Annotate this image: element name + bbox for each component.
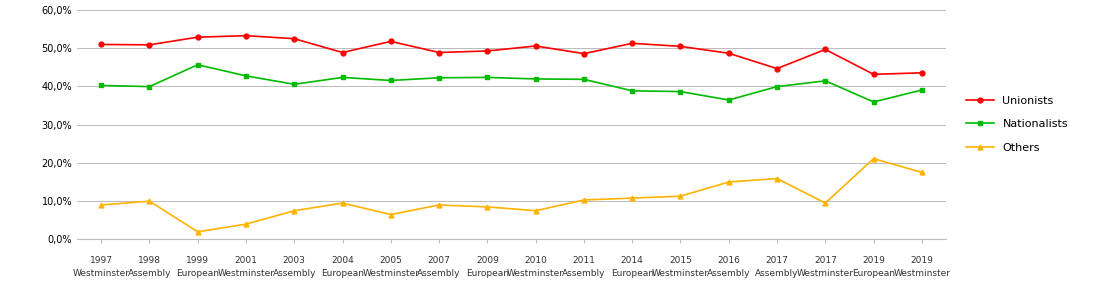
Nationalists: [191, 63, 205, 67]
Nationalists: [240, 74, 253, 78]
Text: Assembly: Assembly: [273, 270, 316, 278]
Line: Nationalists: Nationalists: [99, 62, 924, 104]
Text: Westminster: Westminster: [507, 270, 564, 278]
Text: 2003: 2003: [283, 256, 306, 265]
Unionists: [336, 51, 349, 54]
Text: European: European: [852, 270, 895, 278]
Text: Westminster: Westminster: [218, 270, 275, 278]
Unionists: [432, 51, 446, 54]
Others: [915, 171, 928, 174]
Text: 2017: 2017: [814, 256, 837, 265]
Unionists: [481, 49, 494, 53]
Unionists: [722, 52, 735, 55]
Text: 2016: 2016: [717, 256, 740, 265]
Others: [529, 209, 542, 212]
Text: 2014: 2014: [620, 256, 644, 265]
Nationalists: [143, 85, 156, 88]
Text: 2007: 2007: [428, 256, 451, 265]
Unionists: [915, 71, 928, 75]
Nationalists: [529, 77, 542, 81]
Others: [240, 222, 253, 226]
Unionists: [674, 45, 688, 48]
Unionists: [626, 41, 639, 45]
Text: Westminster: Westminster: [652, 270, 710, 278]
Unionists: [867, 72, 880, 76]
Nationalists: [336, 76, 349, 79]
Text: 1999: 1999: [186, 256, 209, 265]
Nationalists: [95, 84, 108, 87]
Text: Assembly: Assembly: [417, 270, 461, 278]
Others: [626, 196, 639, 200]
Unionists: [578, 52, 591, 56]
Text: 2011: 2011: [572, 256, 595, 265]
Others: [384, 213, 397, 216]
Nationalists: [674, 90, 688, 93]
Legend: Unionists, Nationalists, Others: Unionists, Nationalists, Others: [960, 90, 1074, 158]
Text: Assembly: Assembly: [562, 270, 606, 278]
Others: [818, 201, 832, 205]
Others: [481, 205, 494, 209]
Nationalists: [818, 79, 832, 83]
Text: Assembly: Assembly: [756, 270, 799, 278]
Text: 2019: 2019: [862, 256, 886, 265]
Nationalists: [481, 76, 494, 79]
Text: Westminster: Westminster: [796, 270, 854, 278]
Nationalists: [770, 85, 783, 88]
Text: Westminster: Westminster: [73, 270, 130, 278]
Others: [770, 177, 783, 181]
Text: 2017: 2017: [766, 256, 789, 265]
Text: Assembly: Assembly: [128, 270, 172, 278]
Others: [288, 209, 301, 212]
Others: [191, 230, 205, 234]
Text: 2001: 2001: [234, 256, 257, 265]
Text: 1998: 1998: [138, 256, 161, 265]
Text: Westminster: Westminster: [893, 270, 950, 278]
Text: European: European: [321, 270, 364, 278]
Text: Westminster: Westminster: [362, 270, 419, 278]
Text: 2005: 2005: [379, 256, 403, 265]
Text: European: European: [610, 270, 653, 278]
Others: [95, 203, 108, 207]
Line: Unionists: Unionists: [99, 33, 924, 77]
Unionists: [818, 48, 832, 51]
Text: 1997: 1997: [89, 256, 112, 265]
Nationalists: [432, 76, 446, 80]
Nationalists: [578, 77, 591, 81]
Nationalists: [867, 100, 880, 104]
Text: 2004: 2004: [331, 256, 354, 265]
Text: 2010: 2010: [525, 256, 547, 265]
Nationalists: [722, 98, 735, 102]
Others: [336, 201, 349, 205]
Nationalists: [626, 89, 639, 93]
Nationalists: [384, 79, 397, 82]
Unionists: [770, 67, 783, 70]
Unionists: [143, 43, 156, 47]
Others: [722, 180, 735, 184]
Unionists: [191, 35, 205, 39]
Unionists: [95, 43, 108, 46]
Others: [143, 199, 156, 203]
Text: 2009: 2009: [476, 256, 498, 265]
Others: [578, 198, 591, 202]
Text: Assembly: Assembly: [707, 270, 750, 278]
Text: European: European: [176, 270, 219, 278]
Unionists: [529, 44, 542, 48]
Others: [867, 157, 880, 161]
Others: [432, 203, 446, 207]
Nationalists: [915, 88, 928, 92]
Others: [674, 194, 688, 198]
Unionists: [288, 37, 301, 41]
Text: European: European: [466, 270, 509, 278]
Text: 2015: 2015: [669, 256, 692, 265]
Unionists: [240, 34, 253, 37]
Line: Others: Others: [99, 156, 924, 234]
Text: 2019: 2019: [911, 256, 933, 265]
Unionists: [384, 40, 397, 43]
Nationalists: [288, 83, 301, 86]
